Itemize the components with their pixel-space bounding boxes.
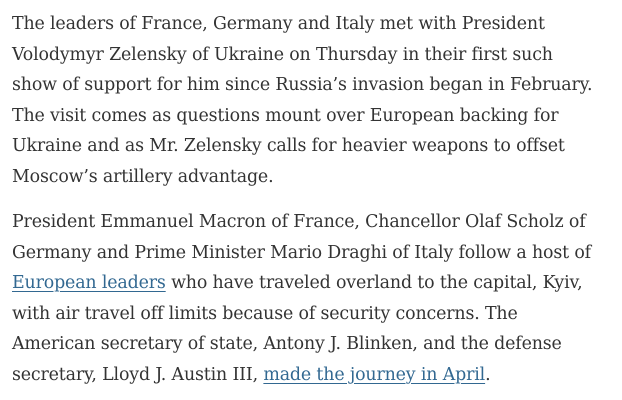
paragraph-line-with-link: European leaders who have traveled overl… (12, 268, 616, 299)
european-leaders-link[interactable]: European leaders (12, 273, 166, 293)
paragraph-line: Ukraine and as Mr. Zelensky calls for he… (12, 136, 565, 156)
paragraph-line: with air travel off limits because of se… (12, 303, 518, 324)
paragraph-line: Volodymyr Zelensky of Ukraine on Thursda… (12, 44, 553, 65)
made-the-journey-link[interactable]: made the journey in April (263, 364, 486, 385)
paragraph-text: who have traveled overland to the capita… (165, 273, 583, 293)
paragraph-line: show of support for him since Russia’s i… (12, 75, 593, 95)
paragraph-line-with-link: secretary, Lloyd J. Austin III, made the… (12, 360, 616, 391)
article-paragraph-2: President Emmanuel Macron of France, Cha… (12, 207, 616, 390)
paragraph-line: Moscow’s artillery advantage. (12, 166, 274, 187)
paragraph-text: . (485, 364, 491, 385)
article-paragraph-1: The leaders of France, Germany and Italy… (12, 9, 616, 192)
article-body: The leaders of France, Germany and Italy… (12, 9, 616, 390)
paragraph-line: Germany and Prime Minister Mario Draghi … (12, 242, 591, 263)
paragraph-line: President Emmanuel Macron of France, Cha… (12, 212, 586, 232)
paragraph-line: American secretary of state, Antony J. B… (12, 334, 562, 354)
paragraph-line: The visit comes as questions mount over … (12, 105, 559, 126)
paragraph-line: The leaders of France, Germany and Italy… (12, 14, 545, 34)
paragraph-text: secretary, Lloyd J. Austin III, (12, 364, 264, 385)
